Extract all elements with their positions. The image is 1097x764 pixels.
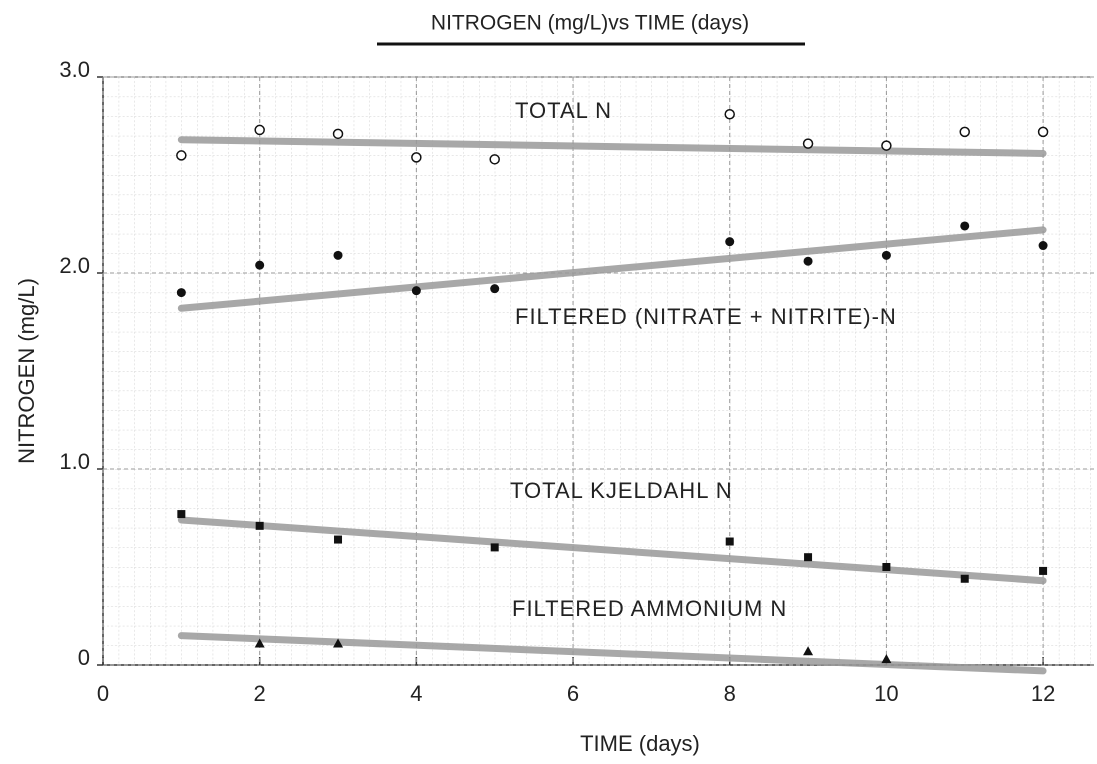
y-tick-label: 1.0	[59, 449, 90, 474]
point	[254, 638, 265, 648]
trend-line	[177, 226, 1047, 312]
point	[332, 128, 344, 140]
point	[881, 250, 891, 260]
point	[176, 150, 187, 161]
y-tick-label: 3.0	[59, 57, 90, 82]
chart-title: NITROGEN (mg/L)vs TIME (days)	[431, 12, 749, 35]
x-tick-label: 2	[254, 681, 266, 706]
point	[960, 221, 970, 231]
series-label: TOTAL N	[515, 98, 612, 123]
point	[177, 510, 186, 519]
x-tick-label: 6	[567, 681, 579, 706]
trend-line	[177, 136, 1047, 157]
series-label: FILTERED AMMONIUM N	[512, 596, 787, 621]
y-tick-label: 2.0	[59, 253, 90, 278]
point	[411, 152, 422, 163]
point	[802, 138, 814, 149]
x-tick-label: 8	[724, 681, 736, 706]
point	[803, 646, 814, 656]
point	[881, 654, 892, 664]
point	[959, 126, 970, 138]
x-tick-label: 0	[97, 681, 109, 706]
y-axis-label: NITROGEN (mg/L)	[14, 278, 39, 464]
point	[176, 288, 186, 298]
point	[960, 574, 969, 583]
point	[1039, 566, 1048, 575]
point	[334, 535, 343, 544]
point	[411, 286, 421, 296]
trend-line	[177, 516, 1047, 585]
point	[882, 563, 891, 571]
point	[1038, 241, 1048, 251]
point	[803, 256, 813, 266]
point	[490, 543, 499, 552]
graph-paper	[103, 77, 1094, 665]
point	[725, 537, 734, 546]
point	[254, 124, 265, 136]
point	[255, 260, 265, 270]
point	[1037, 126, 1049, 138]
x-tick-label: 12	[1031, 681, 1055, 706]
x-tick-label: 10	[874, 681, 898, 706]
point	[489, 154, 500, 165]
point	[881, 140, 892, 151]
series-label: TOTAL KJELDAHL N	[510, 478, 733, 503]
series-label: FILTERED (NITRATE + NITRITE)-N	[515, 304, 897, 329]
trend-line	[177, 632, 1047, 675]
point	[333, 638, 344, 648]
point	[724, 108, 735, 120]
point	[255, 521, 264, 530]
point	[490, 284, 500, 294]
x-tick-label: 4	[410, 681, 422, 706]
x-axis-label: TIME (days)	[580, 731, 700, 756]
point	[725, 237, 735, 247]
point	[333, 250, 343, 260]
point	[804, 553, 813, 562]
y-tick-label: 0	[78, 645, 90, 670]
